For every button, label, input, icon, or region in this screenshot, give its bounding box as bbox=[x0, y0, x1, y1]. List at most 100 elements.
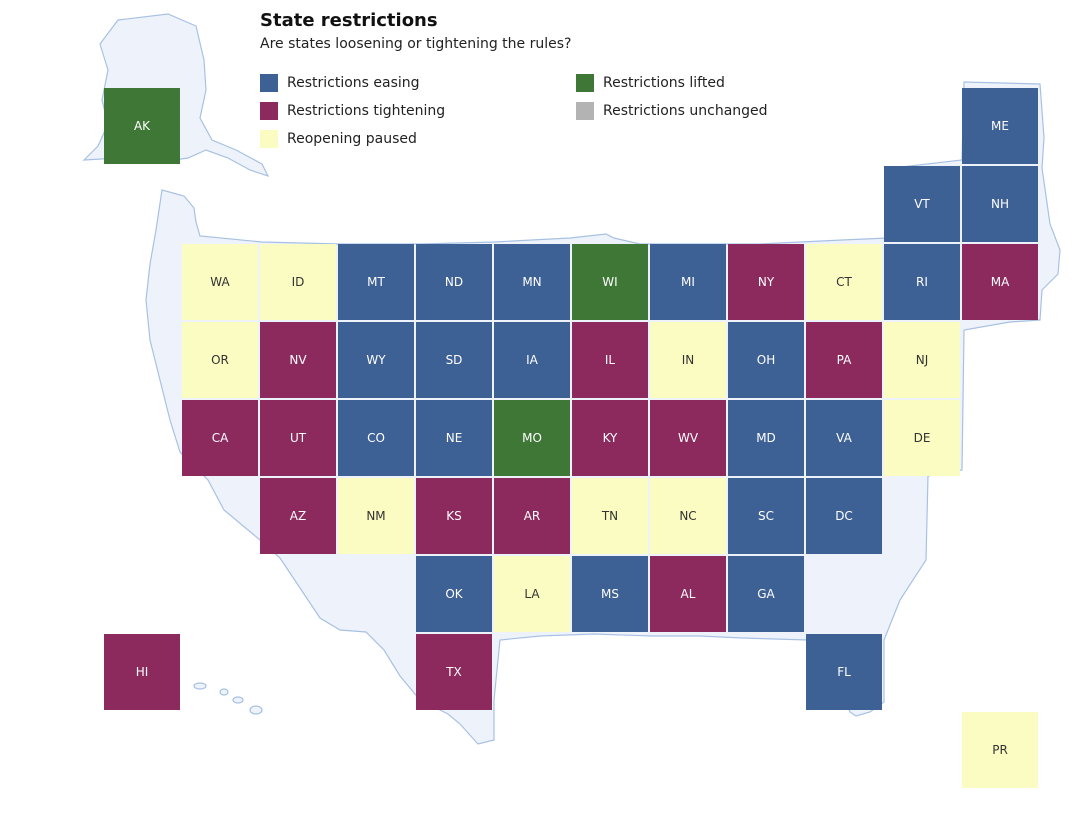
state-tile-id[interactable]: ID bbox=[260, 244, 336, 320]
state-tile-ia[interactable]: IA bbox=[494, 322, 570, 398]
legend-swatch bbox=[576, 102, 594, 120]
legend-label: Restrictions tightening bbox=[287, 103, 446, 119]
state-label: MD bbox=[756, 431, 776, 445]
state-tile-wv[interactable]: WV bbox=[650, 400, 726, 476]
state-tile-co[interactable]: CO bbox=[338, 400, 414, 476]
hawaii-island bbox=[249, 705, 263, 715]
state-tile-mo[interactable]: MO bbox=[494, 400, 570, 476]
state-label: VA bbox=[836, 431, 852, 445]
state-tile-la[interactable]: LA bbox=[494, 556, 570, 632]
state-tile-nc[interactable]: NC bbox=[650, 478, 726, 554]
state-tile-hi[interactable]: HI bbox=[104, 634, 180, 710]
state-label: KS bbox=[446, 509, 462, 523]
state-label: MO bbox=[522, 431, 542, 445]
state-tile-ri[interactable]: RI bbox=[884, 244, 960, 320]
state-label: DE bbox=[913, 431, 931, 445]
state-label: MS bbox=[601, 587, 619, 601]
state-tile-ct[interactable]: CT bbox=[806, 244, 882, 320]
state-label: MI bbox=[681, 275, 695, 289]
state-tile-pr[interactable]: PR bbox=[962, 712, 1038, 788]
hawaii-island bbox=[193, 682, 207, 690]
state-tile-ca[interactable]: CA bbox=[182, 400, 258, 476]
state-tile-de[interactable]: DE bbox=[884, 400, 960, 476]
state-label: NH bbox=[991, 197, 1009, 211]
state-label: IN bbox=[681, 353, 695, 367]
state-tile-ny[interactable]: NY bbox=[728, 244, 804, 320]
state-tile-ga[interactable]: GA bbox=[728, 556, 804, 632]
state-tile-sc[interactable]: SC bbox=[728, 478, 804, 554]
state-tile-mn[interactable]: MN bbox=[494, 244, 570, 320]
state-tile-vt[interactable]: VT bbox=[884, 166, 960, 242]
hawaii-island bbox=[219, 688, 229, 696]
state-label: GA bbox=[757, 587, 775, 601]
state-tile-dc[interactable]: DC bbox=[806, 478, 882, 554]
state-tile-ar[interactable]: AR bbox=[494, 478, 570, 554]
map-subtitle: Are states loosening or tightening the r… bbox=[260, 36, 572, 52]
state-tile-ma[interactable]: MA bbox=[962, 244, 1038, 320]
state-label: KY bbox=[602, 431, 618, 445]
state-tile-pa[interactable]: PA bbox=[806, 322, 882, 398]
state-tile-nj[interactable]: NJ bbox=[884, 322, 960, 398]
state-tile-wy[interactable]: WY bbox=[338, 322, 414, 398]
state-tile-or[interactable]: OR bbox=[182, 322, 258, 398]
state-tile-wi[interactable]: WI bbox=[572, 244, 648, 320]
state-tile-ok[interactable]: OK bbox=[416, 556, 492, 632]
state-label: RI bbox=[916, 275, 928, 289]
legend-label: Reopening paused bbox=[287, 131, 417, 147]
state-tile-fl[interactable]: FL bbox=[806, 634, 882, 710]
state-label: AR bbox=[523, 509, 541, 523]
state-tile-nd[interactable]: ND bbox=[416, 244, 492, 320]
legend-item-lifted: Restrictions lifted bbox=[576, 73, 725, 93]
state-label: CO bbox=[367, 431, 385, 445]
state-label: NY bbox=[757, 275, 775, 289]
state-tile-al[interactable]: AL bbox=[650, 556, 726, 632]
state-label: NV bbox=[289, 353, 307, 367]
state-tile-ms[interactable]: MS bbox=[572, 556, 648, 632]
state-label: ID bbox=[291, 275, 305, 289]
state-tile-tx[interactable]: TX bbox=[416, 634, 492, 710]
state-tile-ut[interactable]: UT bbox=[260, 400, 336, 476]
state-tile-mi[interactable]: MI bbox=[650, 244, 726, 320]
state-tile-ks[interactable]: KS bbox=[416, 478, 492, 554]
state-label: WA bbox=[210, 275, 230, 289]
state-label: OK bbox=[445, 587, 463, 601]
state-label: CA bbox=[211, 431, 229, 445]
state-label: ND bbox=[444, 275, 464, 289]
state-tile-nm[interactable]: NM bbox=[338, 478, 414, 554]
state-label: WY bbox=[366, 353, 386, 367]
legend-item-easing: Restrictions easing bbox=[260, 73, 420, 93]
state-tile-wa[interactable]: WA bbox=[182, 244, 258, 320]
state-tile-nv[interactable]: NV bbox=[260, 322, 336, 398]
legend-swatch bbox=[576, 74, 594, 92]
state-tile-mt[interactable]: MT bbox=[338, 244, 414, 320]
state-tile-il[interactable]: IL bbox=[572, 322, 648, 398]
legend-label: Restrictions easing bbox=[287, 75, 420, 91]
state-label: AZ bbox=[289, 509, 307, 523]
state-label: WV bbox=[677, 431, 699, 445]
legend-label: Restrictions unchanged bbox=[603, 103, 768, 119]
state-tile-in[interactable]: IN bbox=[650, 322, 726, 398]
state-tile-va[interactable]: VA bbox=[806, 400, 882, 476]
state-tile-oh[interactable]: OH bbox=[728, 322, 804, 398]
state-tile-tn[interactable]: TN bbox=[572, 478, 648, 554]
state-label: PA bbox=[836, 353, 852, 367]
legend-label: Restrictions lifted bbox=[603, 75, 725, 91]
state-tile-nh[interactable]: NH bbox=[962, 166, 1038, 242]
state-tile-sd[interactable]: SD bbox=[416, 322, 492, 398]
state-label: TX bbox=[446, 665, 462, 679]
state-label: NM bbox=[366, 509, 386, 523]
state-tile-ky[interactable]: KY bbox=[572, 400, 648, 476]
state-label: NE bbox=[445, 431, 463, 445]
state-label: CT bbox=[836, 275, 852, 289]
state-tile-me[interactable]: ME bbox=[962, 88, 1038, 164]
state-tile-ne[interactable]: NE bbox=[416, 400, 492, 476]
state-label: SC bbox=[758, 509, 774, 523]
state-tile-ak[interactable]: AK bbox=[104, 88, 180, 164]
state-label: DC bbox=[835, 509, 853, 523]
state-label: IA bbox=[526, 353, 538, 367]
state-tile-md[interactable]: MD bbox=[728, 400, 804, 476]
state-label: AK bbox=[133, 119, 151, 133]
legend-item-unchanged: Restrictions unchanged bbox=[576, 101, 768, 121]
state-tile-az[interactable]: AZ bbox=[260, 478, 336, 554]
